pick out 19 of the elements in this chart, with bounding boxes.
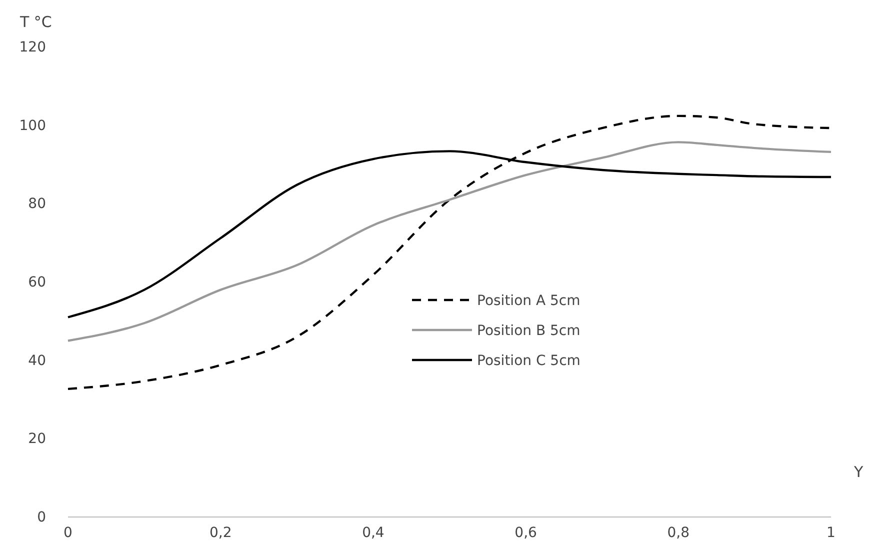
- x-tick-label: 0,2: [209, 524, 232, 541]
- legend-label: Position A 5cm: [477, 293, 580, 309]
- x-tick-label: 1: [826, 524, 836, 541]
- x-tick-label: 0: [64, 524, 72, 541]
- y-axis-title: T °C: [19, 13, 52, 31]
- y-tick-label: 60: [28, 274, 46, 290]
- x-tick-label: 0,6: [514, 524, 538, 541]
- x-axis-title: Y: [853, 463, 864, 481]
- y-tick-label: 80: [28, 196, 46, 212]
- legend-label: Position C 5cm: [477, 353, 580, 369]
- y-tick-label: 120: [19, 39, 46, 56]
- y-tick-label: 20: [28, 431, 46, 448]
- x-tick-label: 0,8: [667, 524, 690, 541]
- x-tick-label: 0,4: [362, 524, 384, 541]
- y-tick-label: 0: [37, 509, 46, 526]
- y-tick-label: 40: [28, 352, 46, 369]
- y-tick-label: 100: [19, 118, 46, 134]
- line-series: [66, 141, 832, 342]
- legend-label: Position B 5cm: [477, 323, 580, 339]
